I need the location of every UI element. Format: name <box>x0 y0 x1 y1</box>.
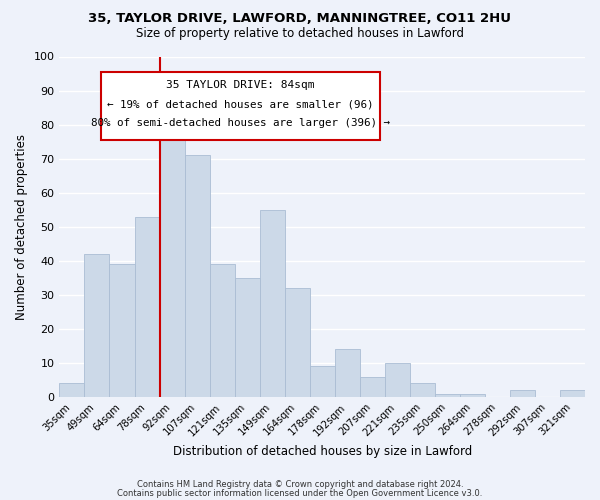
Text: Contains public sector information licensed under the Open Government Licence v3: Contains public sector information licen… <box>118 488 482 498</box>
Bar <box>360 376 385 397</box>
Text: 35, TAYLOR DRIVE, LAWFORD, MANNINGTREE, CO11 2HU: 35, TAYLOR DRIVE, LAWFORD, MANNINGTREE, … <box>89 12 511 26</box>
Bar <box>109 264 134 397</box>
Y-axis label: Number of detached properties: Number of detached properties <box>15 134 28 320</box>
Bar <box>134 216 160 397</box>
Bar <box>385 363 410 397</box>
Bar <box>160 124 185 397</box>
Bar <box>335 350 360 397</box>
Bar <box>209 264 235 397</box>
Bar <box>460 394 485 397</box>
Bar <box>235 278 260 397</box>
Bar <box>85 254 109 397</box>
Text: Contains HM Land Registry data © Crown copyright and database right 2024.: Contains HM Land Registry data © Crown c… <box>137 480 463 489</box>
Bar <box>59 384 85 397</box>
Bar <box>560 390 585 397</box>
Bar <box>260 210 284 397</box>
Bar <box>510 390 535 397</box>
Text: 35 TAYLOR DRIVE: 84sqm: 35 TAYLOR DRIVE: 84sqm <box>166 80 315 90</box>
Bar <box>410 384 435 397</box>
X-axis label: Distribution of detached houses by size in Lawford: Distribution of detached houses by size … <box>173 444 472 458</box>
FancyBboxPatch shape <box>101 72 380 140</box>
Bar <box>185 156 209 397</box>
Bar <box>435 394 460 397</box>
Text: ← 19% of detached houses are smaller (96): ← 19% of detached houses are smaller (96… <box>107 99 374 109</box>
Bar <box>310 366 335 397</box>
Text: 80% of semi-detached houses are larger (396) →: 80% of semi-detached houses are larger (… <box>91 118 390 128</box>
Text: Size of property relative to detached houses in Lawford: Size of property relative to detached ho… <box>136 28 464 40</box>
Bar <box>284 288 310 397</box>
